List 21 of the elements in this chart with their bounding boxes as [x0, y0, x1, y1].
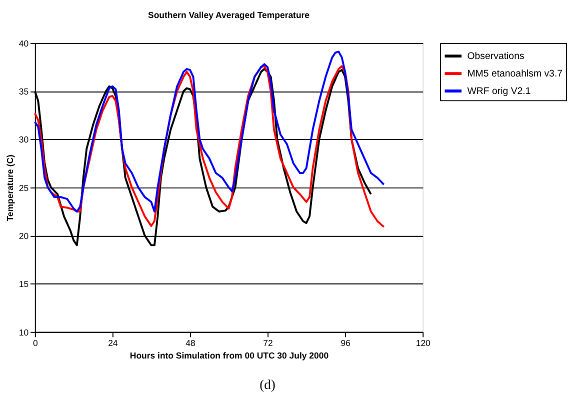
y-axis-title: Temperature (C): [5, 154, 16, 222]
x-tick-label: 120: [416, 338, 431, 348]
y-tick-label: 25: [18, 182, 29, 193]
text: (d): [260, 377, 276, 392]
y-tick-label: 30: [18, 134, 29, 145]
y-tick-label: 40: [18, 38, 29, 48]
x-tick-label: 0: [32, 338, 38, 348]
y-tick-label: 15: [18, 279, 29, 290]
legend-label: MM5 etanoahlsm v3.7: [467, 68, 563, 80]
x-tick-label: 96: [340, 338, 351, 348]
y-tick-label: 35: [18, 86, 29, 97]
x-axis-title: Hours into Simulation from 00 UTC 30 July 2000: [130, 350, 329, 361]
legend-label: Observations: [467, 51, 524, 62]
x-tick-label: 48: [186, 338, 196, 348]
y-tick-label: 10: [18, 327, 29, 338]
legend-label: WRF orig V2.1: [467, 86, 531, 97]
y-tick-label: 20: [18, 230, 29, 241]
chart-title: Southern Valley Averaged Temperature: [148, 10, 310, 20]
x-tick-label: 24: [108, 338, 118, 348]
line-series: [34, 50, 385, 212]
x-tick-label: 72: [263, 338, 274, 348]
